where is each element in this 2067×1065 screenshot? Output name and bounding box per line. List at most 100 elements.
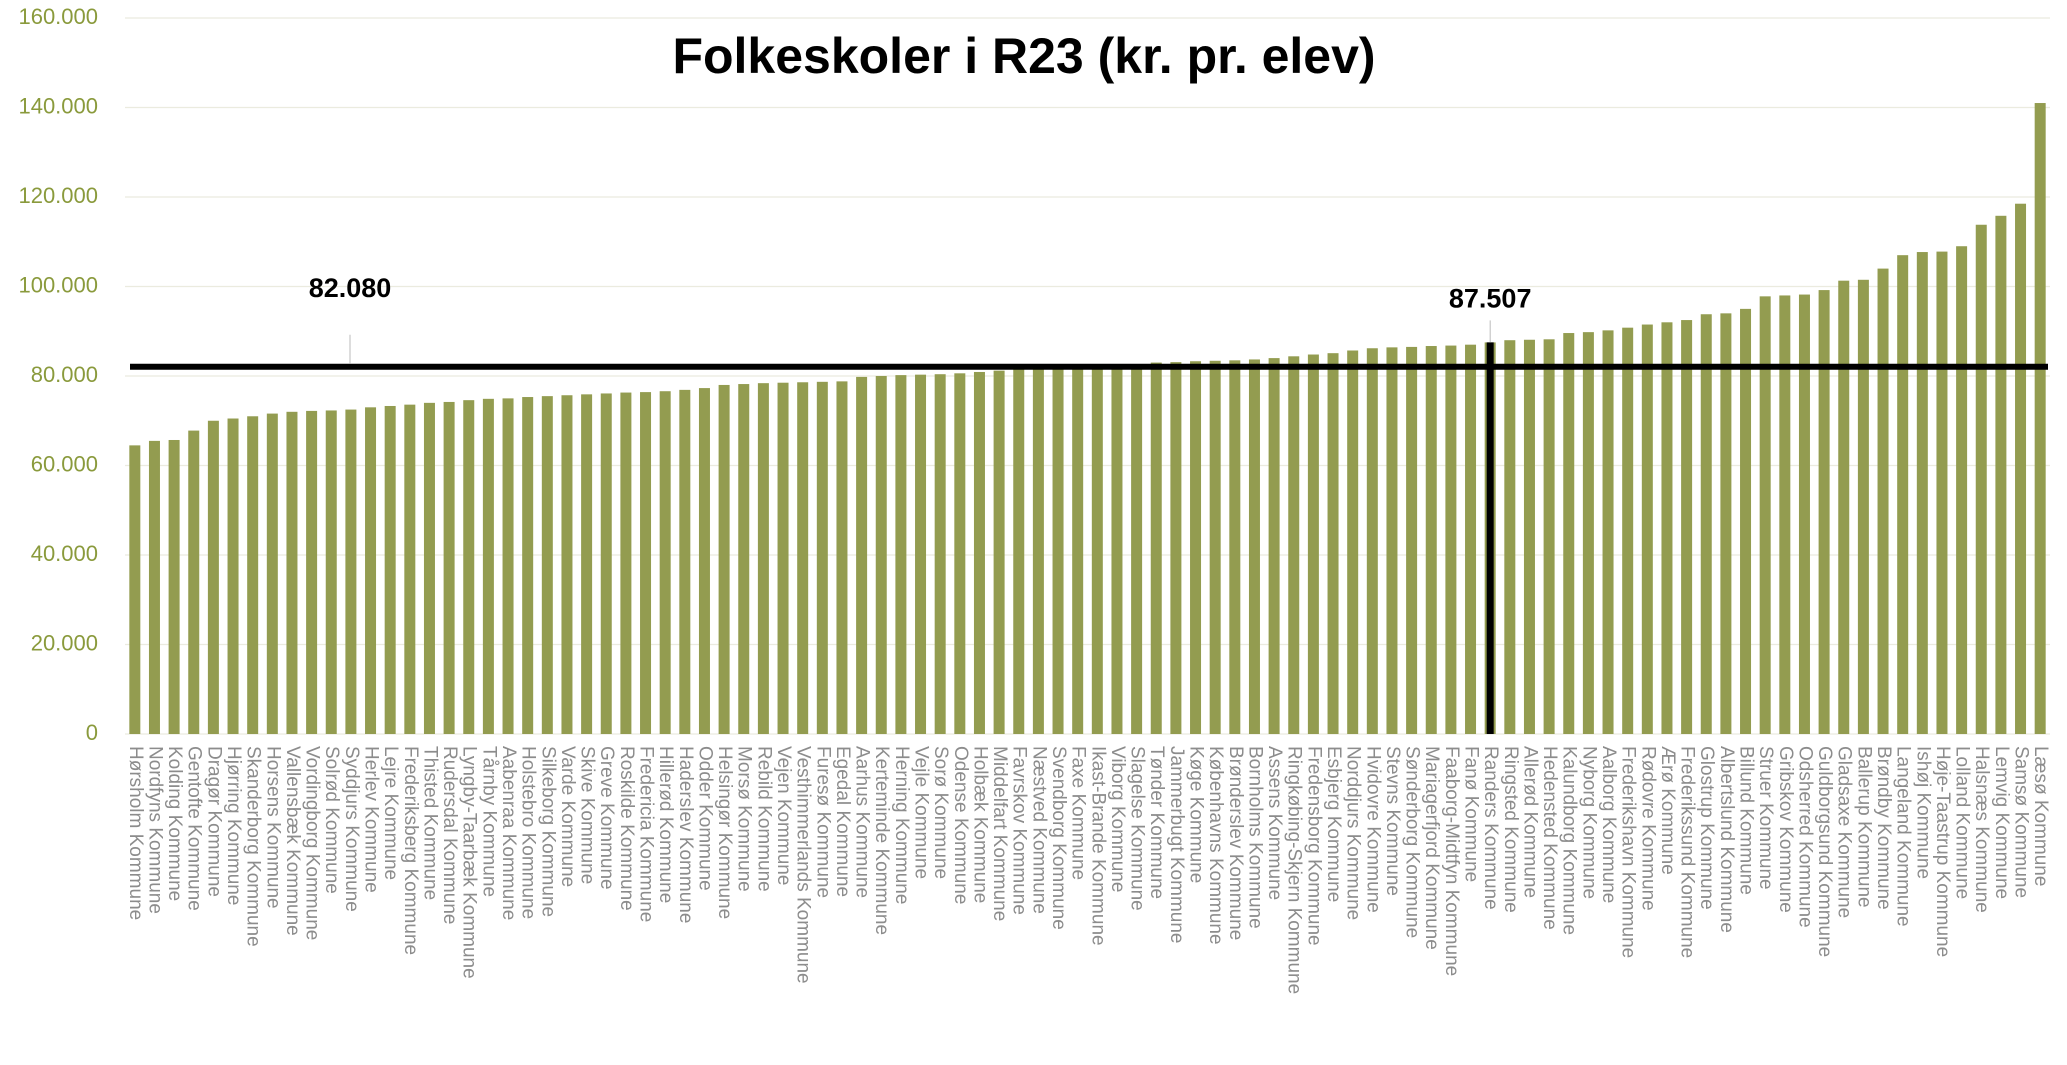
x-tick-label: Tønder Kommune — [1146, 746, 1167, 899]
x-tick-label: Lemvig Kommune — [1991, 746, 2012, 899]
x-tick-label: Helsingør Kommune — [714, 746, 735, 919]
bar — [1150, 362, 1162, 734]
bar — [600, 393, 612, 734]
bar — [620, 392, 632, 734]
bar — [1523, 339, 1535, 734]
bar — [1582, 332, 1594, 734]
bar — [286, 411, 298, 734]
x-tick-label: Lyngby-Taarbæk Kommune — [459, 746, 480, 979]
x-tick-label: Varde Kommune — [557, 746, 578, 887]
bar — [640, 392, 652, 734]
x-tick-label: Høje-Taastrup Kommune — [1932, 746, 1953, 957]
bar — [482, 398, 494, 734]
x-tick-label: Egedal Kommune — [832, 746, 853, 897]
bar — [1288, 356, 1300, 734]
bar — [1936, 251, 1948, 734]
bar — [777, 382, 789, 734]
x-tick-label: Ærø Kommune — [1657, 746, 1678, 875]
x-tick-label: Solrød Kommune — [321, 746, 342, 894]
x-tick-label: Lolland Kommune — [1952, 746, 1973, 899]
x-tick-label: Odense Kommune — [950, 746, 971, 904]
bar — [423, 402, 435, 734]
y-tick-label: 160.000 — [18, 4, 98, 29]
x-tick-label: Tårnby Kommune — [478, 746, 499, 897]
x-tick-label: Ringkøbing-Skjern Kommune — [1284, 746, 1305, 994]
x-tick-label: Næstved Kommune — [1028, 746, 1049, 914]
bar — [1248, 359, 1260, 734]
x-tick-label: Aalborg Kommune — [1598, 746, 1619, 903]
bar — [384, 405, 396, 734]
x-tick-label: Syddjurs Kommune — [341, 746, 362, 912]
x-tick-label: Randers Kommune — [1480, 746, 1501, 910]
x-tick-label: Herning Kommune — [891, 746, 912, 904]
x-tick-label: Faaborg-Midtfyn Kommune — [1441, 746, 1462, 976]
x-tick-label: Frederikshavn Kommune — [1618, 746, 1639, 958]
x-tick-label: Hjørring Kommune — [223, 746, 244, 905]
bar — [1307, 354, 1319, 734]
x-tick-label: Lejre Kommune — [380, 746, 401, 880]
y-tick-label: 20.000 — [31, 630, 98, 655]
bar — [1170, 362, 1182, 734]
x-tick-label: Favrskov Kommune — [1009, 746, 1030, 915]
bar — [561, 395, 573, 734]
bar — [1131, 364, 1143, 734]
bar — [443, 401, 455, 734]
bar — [581, 394, 593, 734]
bar — [1013, 369, 1025, 734]
bar — [522, 397, 534, 734]
bar — [659, 391, 671, 734]
x-tick-label: Odsherred Kommune — [1794, 746, 1815, 928]
bar — [1406, 346, 1418, 734]
x-tick-label: Fredensborg Kommune — [1303, 746, 1324, 946]
x-tick-label: Nyborg Kommune — [1578, 746, 1599, 899]
bar — [718, 384, 730, 734]
chart-title: Folkeskoler i R23 (kr. pr. elev) — [672, 28, 1375, 84]
x-tick-label: Gribskov Kommune — [1775, 746, 1796, 913]
bar — [679, 389, 691, 734]
bar — [1563, 333, 1575, 734]
x-tick-label: Allerød Kommune — [1519, 746, 1540, 898]
bar — [797, 382, 809, 734]
x-tick-label: Middelfart Kommune — [989, 746, 1010, 921]
x-tick-label: Hillerød Kommune — [655, 746, 676, 903]
x-tick-label: Ikast-Brande Kommune — [1087, 746, 1108, 946]
y-tick-label: 100.000 — [18, 272, 98, 297]
bar — [148, 440, 160, 734]
bar — [1111, 365, 1123, 734]
average-label: 82.080 — [309, 273, 392, 303]
bar — [1209, 360, 1221, 734]
bar — [954, 373, 966, 734]
x-tick-label: Brønderslev Kommune — [1225, 746, 1246, 940]
y-tick-label: 120.000 — [18, 183, 98, 208]
bar — [934, 374, 946, 734]
x-tick-label: Bornholms Kommune — [1244, 746, 1265, 929]
bar — [1916, 252, 1928, 735]
x-tick-label: Slagelse Kommune — [1127, 746, 1148, 911]
bar — [1504, 340, 1516, 734]
bar — [1740, 308, 1752, 734]
y-tick-label: 60.000 — [31, 451, 98, 476]
bar — [1229, 360, 1241, 734]
x-tick-label: Nordfyns Kommune — [144, 746, 165, 914]
x-tick-label: Brøndby Kommune — [1873, 746, 1894, 910]
x-tick-label: Ringsted Kommune — [1500, 746, 1521, 913]
x-tick-label: Assens Kommune — [1264, 746, 1285, 900]
x-tick-label: Læsø Kommune — [2030, 746, 2051, 886]
bar — [1956, 246, 1968, 734]
x-tick-label: Norddjurs Kommune — [1343, 746, 1364, 920]
bar — [1779, 295, 1791, 734]
x-tick-label: Dragør Kommune — [203, 746, 224, 897]
x-tick-label: Silkeborg Kommune — [537, 746, 558, 917]
bar — [1661, 322, 1673, 734]
x-tick-label: Vesthimmerlands Kommune — [793, 746, 814, 984]
bar — [1857, 279, 1869, 734]
x-tick-label: Odder Kommune — [694, 746, 715, 891]
x-tick-label: Hedensted Kommune — [1539, 746, 1560, 930]
bar — [1190, 361, 1202, 734]
x-tick-label: Fanø Kommune — [1461, 746, 1482, 882]
bar — [2015, 203, 2027, 734]
x-tick-label: Stevns Kommune — [1382, 746, 1403, 896]
x-tick-label: Gladsaxe Kommune — [1834, 746, 1855, 918]
bar — [1072, 367, 1084, 734]
bar — [1838, 280, 1850, 734]
